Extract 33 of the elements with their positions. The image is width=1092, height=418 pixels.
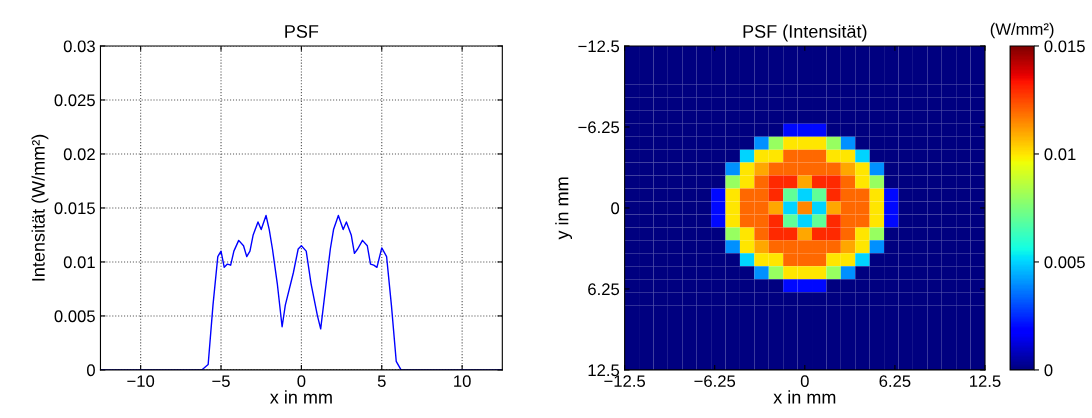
y-tick-label: 0.025 <box>54 94 95 107</box>
x-tick-label: −12.5 <box>604 375 646 388</box>
y-tick-label: 0.03 <box>63 40 95 53</box>
y-tick-label: −12.5 <box>578 40 620 53</box>
chart-title: PSF <box>285 25 319 38</box>
x-tick-label: 0 <box>297 375 306 388</box>
x-tick-label: −10 <box>127 375 155 388</box>
y-axis-title: Intensität (W/mm²) <box>31 134 49 281</box>
y-axis-title: y in mm <box>555 177 573 240</box>
y-tick-label: 12.5 <box>588 364 620 377</box>
chart-title: PSF (Intensität) <box>743 24 867 42</box>
y-tick-label: 0.005 <box>54 310 95 323</box>
color-bar-label: 0.01 <box>1044 148 1076 161</box>
y-tick-label: 0.02 <box>63 148 95 161</box>
x-tick-label: 0 <box>800 375 809 388</box>
color-bar-label: 0 <box>1044 364 1053 377</box>
x-axis-title: x in mm <box>270 390 332 404</box>
x-tick-label: 10 <box>454 375 471 388</box>
y-tick-label: −6.25 <box>578 121 620 134</box>
x-tick-label: −5 <box>212 375 230 388</box>
y-tick-label: 0.01 <box>63 256 95 269</box>
x-axis-title: x in mm <box>773 390 836 404</box>
color-bar-title: (W/mm²) <box>990 22 1054 39</box>
x-tick-label: 6.25 <box>879 375 911 388</box>
y-tick-label: 0 <box>611 202 620 215</box>
y-tick-label: 6.25 <box>588 283 620 296</box>
y-tick-label: 0.015 <box>54 202 95 215</box>
color-bar-label: 0.015 <box>1044 40 1085 53</box>
x-tick-label: 12.5 <box>970 375 1001 388</box>
x-tick-label: −6.25 <box>694 375 736 388</box>
x-tick-label: 5 <box>377 375 386 388</box>
color-bar-label: 0.005 <box>1044 256 1085 269</box>
y-tick-label: 0 <box>86 364 95 377</box>
